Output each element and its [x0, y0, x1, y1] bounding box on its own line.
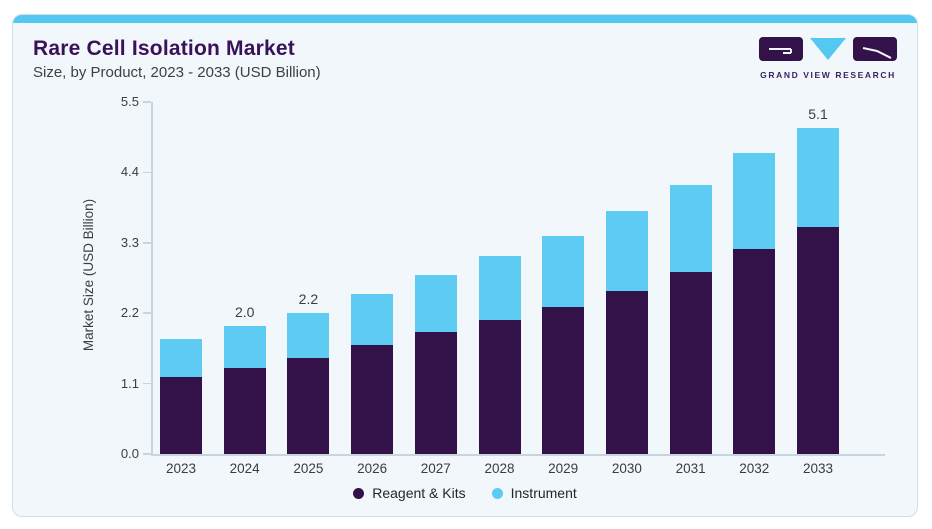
bar-segment-2033-reagent-kits	[797, 226, 839, 454]
y-tick-label-1.1: 1.1	[120, 375, 139, 391]
page-subtitle: Size, by Product, 2023 - 2033 (USD Billi…	[33, 64, 321, 81]
x-tick-label-2026: 2026	[357, 461, 388, 476]
bar-segment-2029-instrument	[542, 236, 585, 307]
y-tick-mark-5.5	[143, 101, 151, 103]
x-axis-line	[151, 454, 885, 456]
bar-segment-2031-reagent-kits	[669, 271, 712, 454]
y-axis-line	[151, 102, 153, 454]
bar-segment-2031-instrument	[669, 185, 712, 272]
bar-segment-2025-instrument	[287, 313, 330, 358]
x-tick-label-2029: 2029	[548, 461, 579, 476]
legend-item-instrument: Instrument	[491, 485, 577, 501]
bar-segment-2032-instrument	[733, 153, 776, 250]
x-tick-label-2032: 2032	[739, 461, 770, 476]
x-tick-label-2027: 2027	[420, 461, 451, 476]
chart-card: Rare Cell Isolation Market Size, by Prod…	[12, 14, 918, 517]
bar-segment-2032-reagent-kits	[733, 249, 776, 454]
bar-segment-2026-reagent-kits	[351, 345, 394, 454]
bar-segment-2024-instrument	[223, 326, 266, 368]
legend-item-reagent-kits: Reagent & Kits	[353, 485, 466, 501]
x-tick-label-2031: 2031	[675, 461, 706, 476]
bar-segment-2028-reagent-kits	[478, 319, 521, 454]
y-tick-mark-0.0	[143, 453, 151, 455]
y-tick-label-4.4: 4.4	[120, 164, 139, 180]
legend-swatch-icon	[491, 487, 503, 499]
x-tick-label-2030: 2030	[611, 461, 642, 476]
gvr-logo-text: GRAND VIEW RESEARCH	[760, 70, 896, 80]
bar-segment-2027-instrument	[414, 274, 457, 333]
gvr-logo-mark-icon	[759, 37, 897, 61]
bar-value-label-2033: 5.1	[808, 105, 828, 122]
legend-label: Reagent & Kits	[372, 485, 466, 501]
bar-segment-2025-reagent-kits	[287, 358, 330, 454]
chart-legend: Reagent & Kits Instrument	[13, 485, 917, 501]
x-tick-label-2025: 2025	[293, 461, 324, 476]
bar-segment-2029-reagent-kits	[542, 306, 585, 454]
y-tick-mark-3.3	[143, 242, 151, 244]
y-tick-mark-2.2	[143, 312, 151, 314]
card-accent-bar	[13, 15, 917, 23]
gvr-logo: GRAND VIEW RESEARCH	[759, 36, 897, 80]
y-tick-label-2.2: 2.2	[120, 305, 139, 321]
bar-segment-2023-instrument	[160, 338, 202, 378]
x-tick-label-2024: 2024	[229, 461, 260, 476]
x-tick-label-2028: 2028	[484, 461, 515, 476]
y-tick-label-3.3: 3.3	[120, 234, 139, 250]
page-title: Rare Cell Isolation Market	[33, 37, 295, 60]
bar-segment-2027-reagent-kits	[414, 332, 457, 454]
y-tick-mark-1.1	[143, 382, 151, 385]
legend-swatch-icon	[353, 487, 365, 499]
y-tick-label-5.5: 5.5	[120, 94, 139, 109]
y-tick-label-0.0: 0.0	[120, 446, 139, 461]
y-tick-mark-4.4	[143, 171, 151, 174]
bar-segment-2024-reagent-kits	[223, 367, 266, 454]
bar-segment-2030-reagent-kits	[605, 290, 648, 454]
bar-segment-2023-reagent-kits	[160, 377, 202, 454]
bar-segment-2026-instrument	[351, 294, 394, 346]
bar-segment-2028-instrument	[478, 255, 521, 320]
bar-value-label-2024: 2.0	[234, 304, 255, 320]
bar-segment-2033-instrument	[797, 127, 839, 227]
bar-segment-2030-instrument	[605, 210, 648, 291]
bar-value-label-2025: 2.2	[298, 291, 319, 308]
legend-label: Instrument	[510, 485, 577, 501]
x-tick-label-2033: 2033	[802, 461, 834, 476]
x-tick-label-2023: 2023	[165, 461, 197, 476]
plot-area: 0.0 1.1 2.2 3.3 4.4 5.5 2023 2024 2025 2026 2027 20…	[13, 15, 917, 516]
